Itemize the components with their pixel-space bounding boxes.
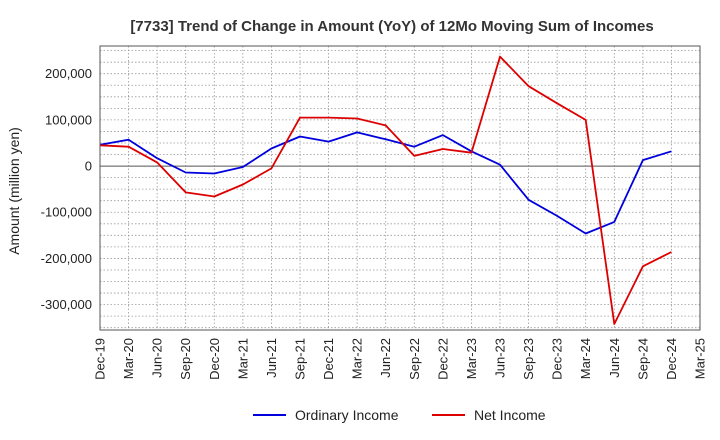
x-tick-label: Dec-19 xyxy=(93,338,108,380)
y-axis-label: Amount (million yen) xyxy=(6,127,22,255)
y-tick-label: 200,000 xyxy=(45,66,92,81)
x-tick-label: Jun-22 xyxy=(378,338,393,378)
y-tick-label: -200,000 xyxy=(41,251,92,266)
x-tick-label: Dec-22 xyxy=(435,338,450,380)
x-tick-label: Mar-25 xyxy=(693,338,708,379)
x-tick-label: Dec-21 xyxy=(321,338,336,380)
x-tick-label: Mar-20 xyxy=(121,338,136,379)
x-tick-label: Dec-24 xyxy=(664,338,679,380)
x-tick-label: Mar-23 xyxy=(464,338,479,379)
series-line-net-income xyxy=(99,55,672,325)
plot-frame xyxy=(99,45,701,331)
x-tick-label: Sep-23 xyxy=(521,338,536,380)
x-tick-label: Jun-24 xyxy=(607,338,622,378)
x-tick-label: Dec-23 xyxy=(550,338,565,380)
x-tick-label: Jun-21 xyxy=(264,338,279,378)
legend-label-ordinary-income: Ordinary Income xyxy=(295,407,399,423)
y-tick-label: -300,000 xyxy=(41,297,92,312)
x-tick-label: Sep-21 xyxy=(293,338,308,380)
y-axis-ticks: 200,000 100,000 0 -100,000 -200,000 -300,000 xyxy=(41,66,92,312)
chart-title: [7733] Trend of Change in Amount (YoY) o… xyxy=(130,18,653,35)
y-tick-label: 100,000 xyxy=(45,112,92,127)
x-tick-label: Mar-21 xyxy=(235,338,250,379)
series-group xyxy=(99,55,672,325)
legend: Ordinary Income Net Income xyxy=(253,407,546,423)
x-tick-label: Mar-22 xyxy=(350,338,365,379)
y-tick-label: -100,000 xyxy=(41,205,92,220)
x-tick-label: Sep-22 xyxy=(407,338,422,380)
x-tick-label: Sep-24 xyxy=(635,338,650,380)
x-tick-label: Jun-20 xyxy=(150,338,165,378)
x-axis-ticks: Dec-19 Mar-20 Jun-20 Sep-20 Dec-20 Mar-21 Jun-… xyxy=(93,338,708,380)
series-line-ordinary-income xyxy=(99,131,672,235)
x-tick-label: Sep-20 xyxy=(178,338,193,380)
x-tick-label: Dec-20 xyxy=(207,338,222,380)
legend-label-net-income: Net Income xyxy=(474,407,546,423)
y-tick-label: 0 xyxy=(85,159,92,174)
x-tick-label: Jun-23 xyxy=(493,338,508,378)
x-tick-label: Mar-24 xyxy=(578,338,593,379)
